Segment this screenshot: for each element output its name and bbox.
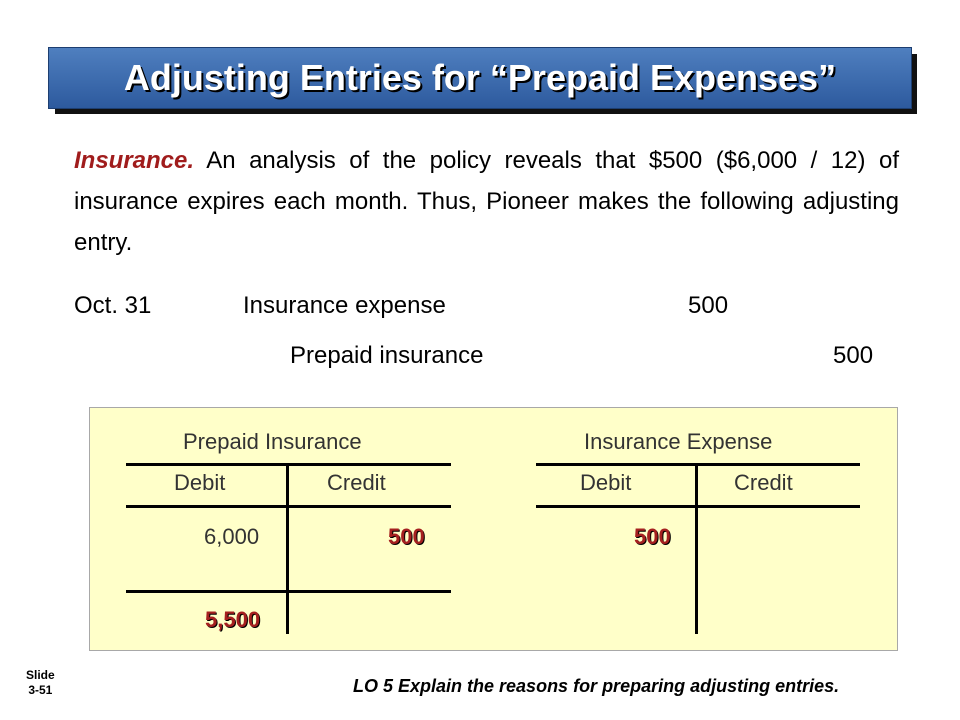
t-account-header-rule (126, 505, 451, 508)
title-bar: Adjusting Entries for “Prepaid Expenses” (48, 47, 912, 109)
credit-amount: 500 (833, 342, 874, 369)
t-account-title-insurance-expense: Insurance Expense (584, 429, 773, 454)
t-account-header-rule (536, 505, 860, 508)
description-paragraph: Insurance. An analysis of the policy rev… (74, 140, 899, 263)
debit-entry: 6,000 (204, 524, 260, 549)
t-accounts-panel: Prepaid Insurance Debit Credit 6,000 500… (89, 407, 898, 651)
debit-entry: 500 (634, 524, 671, 549)
t-account-top-rule (536, 463, 860, 466)
slide-label: Slide (26, 668, 55, 682)
debit-amount: 500 (688, 292, 729, 319)
credit-entry: 500 (388, 524, 425, 549)
t-account-center-rule (695, 463, 698, 634)
t-account-balance-rule (126, 590, 451, 593)
balance-entry: 5,500 (205, 607, 261, 632)
entry-date: Oct. 31 (74, 292, 152, 319)
learning-objective: LO 5 Explain the reasons for preparing a… (353, 676, 840, 696)
credit-label: Credit (734, 470, 793, 495)
slide-number-value: 3-51 (28, 683, 53, 697)
credit-account: Prepaid insurance (290, 342, 484, 369)
debit-account: Insurance expense (243, 292, 446, 319)
t-account-title-prepaid-insurance: Prepaid Insurance (183, 429, 362, 454)
t-account-center-rule (286, 463, 289, 634)
debit-label: Debit (580, 470, 632, 495)
paragraph-body: An analysis of the policy reveals that $… (74, 147, 899, 256)
credit-label: Credit (327, 470, 386, 495)
slide-number: Slide 3-51 (26, 668, 55, 698)
debit-label: Debit (174, 470, 226, 495)
paragraph-lead: Insurance. (74, 147, 195, 174)
slide-title: Adjusting Entries for “Prepaid Expenses” (123, 57, 837, 98)
